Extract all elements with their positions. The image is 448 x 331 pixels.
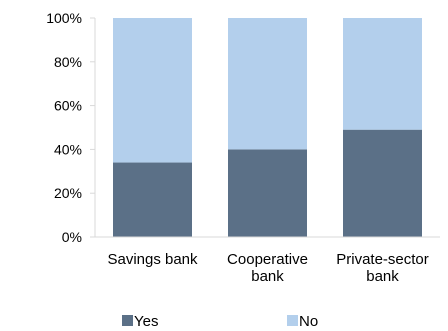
x-tick-label: Private-sector bank — [336, 251, 429, 285]
y-tick-label: 100% — [46, 10, 82, 26]
y-tick-label: 20% — [54, 185, 82, 201]
bar-no-2 — [343, 18, 422, 130]
legend-label-yes: Yes — [134, 313, 158, 330]
x-axis: Savings bank Cooperative bank Private-secto… — [95, 236, 440, 285]
y-tick-label: 80% — [54, 54, 82, 70]
bar-yes-0 — [113, 162, 192, 237]
x-tick-label: Cooperative bank — [227, 251, 308, 285]
y-tick-label: 60% — [54, 98, 82, 114]
y-tick-label: 40% — [54, 141, 82, 157]
bar-yes-2 — [343, 129, 422, 237]
bars — [113, 18, 422, 237]
legend: Yes No — [122, 313, 318, 330]
bar-no-1 — [228, 18, 307, 150]
y-tick-label: 0% — [62, 229, 82, 245]
legend-swatch-yes — [122, 315, 133, 326]
bar-no-0 — [113, 18, 192, 163]
y-axis: 0% 20% 40% 60% 80% 100% — [46, 10, 96, 245]
legend-swatch-no — [287, 315, 298, 326]
legend-label-no: No — [299, 313, 318, 330]
x-tick-label: Savings bank — [107, 251, 198, 268]
bar-yes-1 — [228, 149, 307, 237]
